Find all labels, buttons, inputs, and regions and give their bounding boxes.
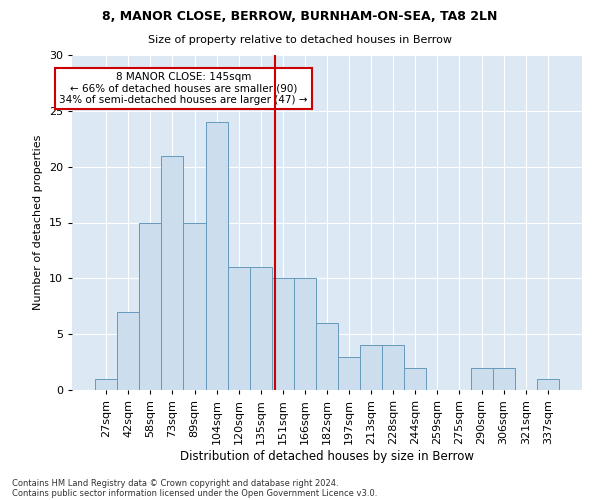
Bar bbox=[404, 368, 427, 390]
Bar bbox=[294, 278, 316, 390]
Bar bbox=[382, 346, 404, 390]
Bar bbox=[95, 379, 117, 390]
Text: Contains public sector information licensed under the Open Government Licence v3: Contains public sector information licen… bbox=[12, 488, 377, 498]
Bar bbox=[338, 356, 360, 390]
Bar bbox=[316, 323, 338, 390]
Bar bbox=[470, 368, 493, 390]
Text: 8 MANOR CLOSE: 145sqm
← 66% of detached houses are smaller (90)
34% of semi-deta: 8 MANOR CLOSE: 145sqm ← 66% of detached … bbox=[59, 72, 308, 105]
X-axis label: Distribution of detached houses by size in Berrow: Distribution of detached houses by size … bbox=[180, 450, 474, 462]
Bar bbox=[161, 156, 184, 390]
Bar bbox=[117, 312, 139, 390]
Bar bbox=[227, 267, 250, 390]
Y-axis label: Number of detached properties: Number of detached properties bbox=[33, 135, 43, 310]
Bar bbox=[184, 222, 206, 390]
Bar bbox=[272, 278, 294, 390]
Bar bbox=[206, 122, 227, 390]
Bar bbox=[139, 222, 161, 390]
Text: Contains HM Land Registry data © Crown copyright and database right 2024.: Contains HM Land Registry data © Crown c… bbox=[12, 478, 338, 488]
Text: Size of property relative to detached houses in Berrow: Size of property relative to detached ho… bbox=[148, 35, 452, 45]
Bar bbox=[360, 346, 382, 390]
Bar bbox=[250, 267, 272, 390]
Text: 8, MANOR CLOSE, BERROW, BURNHAM-ON-SEA, TA8 2LN: 8, MANOR CLOSE, BERROW, BURNHAM-ON-SEA, … bbox=[103, 10, 497, 23]
Bar bbox=[493, 368, 515, 390]
Bar bbox=[537, 379, 559, 390]
